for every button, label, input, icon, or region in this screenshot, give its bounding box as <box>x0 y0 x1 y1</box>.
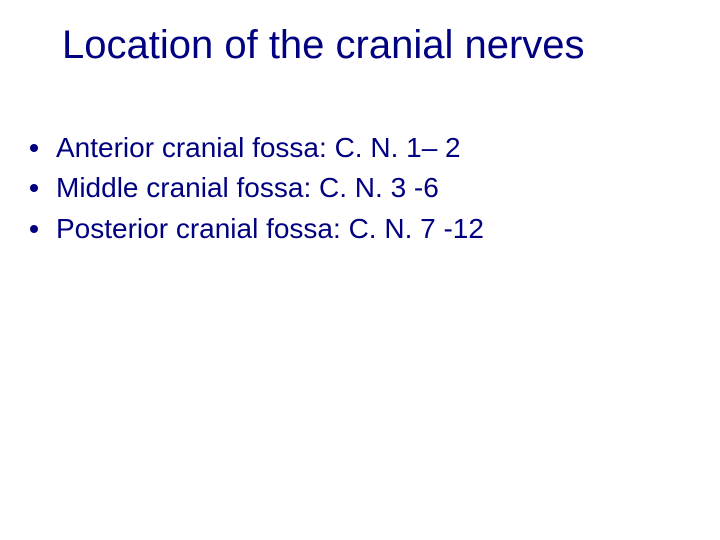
list-item: Middle cranial fossa: C. N. 3 -6 <box>30 170 680 206</box>
bullet-text: Middle cranial fossa: C. N. 3 -6 <box>56 170 439 206</box>
bullet-icon <box>30 144 38 152</box>
bullet-icon <box>30 184 38 192</box>
bullet-list: Anterior cranial fossa: C. N. 1– 2 Middl… <box>30 130 680 251</box>
bullet-text: Posterior cranial fossa: C. N. 7 -12 <box>56 211 484 247</box>
bullet-icon <box>30 225 38 233</box>
bullet-text: Anterior cranial fossa: C. N. 1– 2 <box>56 130 461 166</box>
slide: Location of the cranial nerves Anterior … <box>0 0 720 540</box>
list-item: Posterior cranial fossa: C. N. 7 -12 <box>30 211 680 247</box>
list-item: Anterior cranial fossa: C. N. 1– 2 <box>30 130 680 166</box>
slide-title: Location of the cranial nerves <box>62 22 680 68</box>
